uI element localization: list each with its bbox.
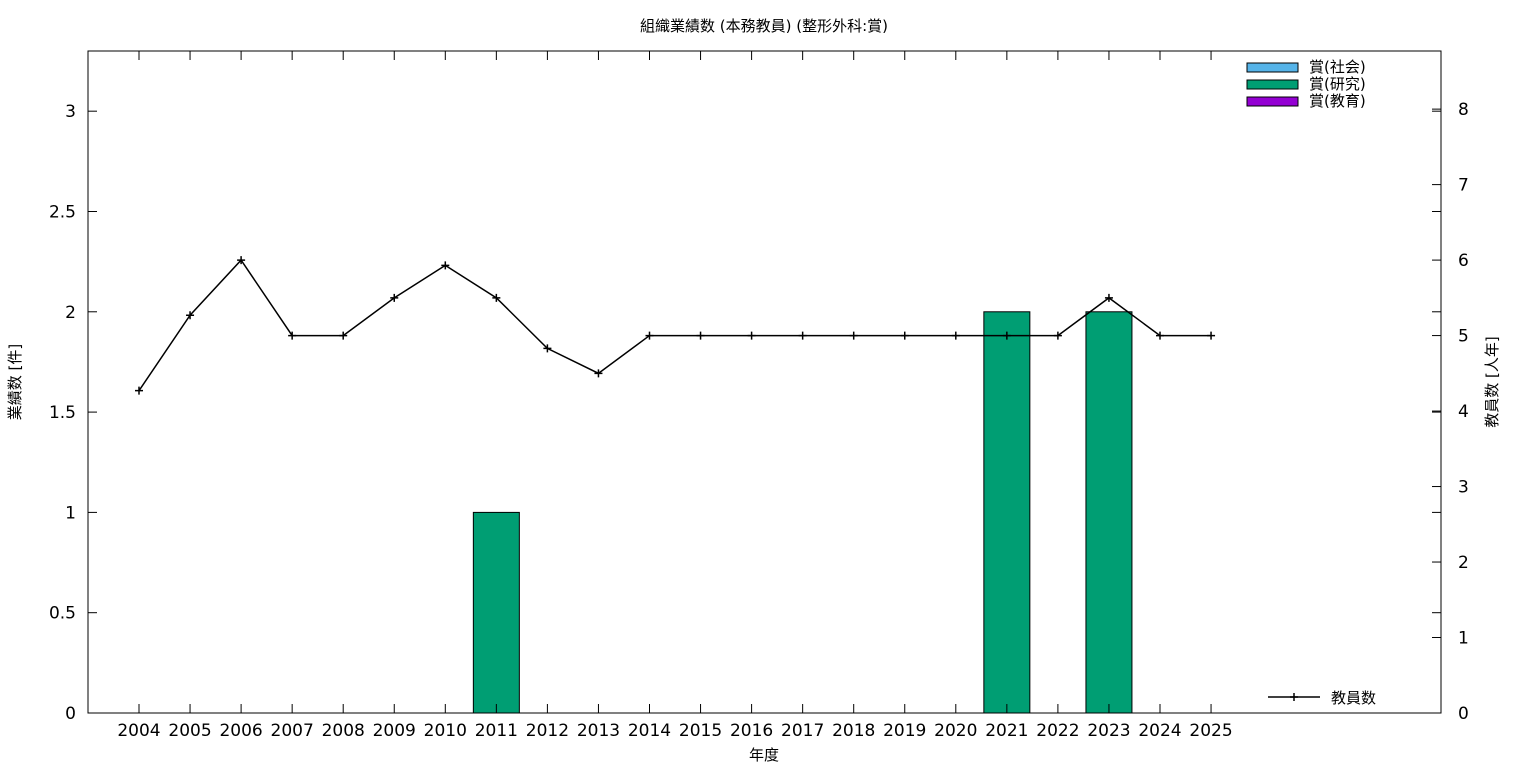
x-tick-label: 2011	[475, 721, 518, 741]
x-axis-ticks: 2004 2005 2006 2007 2008 2009 2010 2011 2012 2013…	[117, 51, 1233, 741]
y2-tick-label: 7	[1458, 176, 1469, 196]
x-tick-label: 2012	[526, 721, 569, 741]
x-tick-label: 2021	[985, 721, 1028, 741]
line-point	[594, 369, 603, 378]
line-point	[339, 331, 348, 340]
line-point	[900, 331, 909, 340]
y2-tick-label: 1	[1458, 629, 1469, 649]
x-tick-label: 2013	[577, 721, 620, 741]
line-point	[849, 331, 858, 340]
bar	[1085, 311, 1133, 714]
x-tick-label: 2007	[271, 721, 314, 741]
line-point	[186, 311, 195, 320]
legend-line-label: 教員数	[1331, 689, 1376, 707]
x-tick-label: 2009	[373, 721, 416, 741]
line-point	[1156, 331, 1164, 340]
y-tick-label: 3	[65, 102, 76, 122]
y2-tick-label: 4	[1458, 402, 1469, 422]
x-tick-label: 2004	[117, 721, 160, 741]
line-point	[1207, 331, 1216, 340]
x-tick-label: 2025	[1189, 721, 1232, 741]
legend: 賞(社会)賞(研究)賞(教育)	[1246, 58, 1366, 110]
x-tick-label: 2018	[832, 721, 875, 741]
legend-label: 賞(研究)	[1309, 75, 1366, 93]
x-tick-label: 2019	[883, 721, 926, 741]
bar	[983, 311, 1031, 714]
plot-frame	[87, 50, 1442, 714]
y2-axis-ticks: 0 1 2 3 4 5 6 7 8	[1432, 100, 1469, 724]
y2-tick-label: 6	[1458, 251, 1469, 271]
x-tick-label: 2015	[679, 721, 722, 741]
y-tick-label: 2.5	[49, 202, 76, 222]
legend-label: 賞(社会)	[1309, 58, 1366, 76]
x-tick-label: 2008	[322, 721, 365, 741]
line-series	[135, 256, 1216, 395]
line-point	[645, 331, 654, 340]
y-tick-label: 1.5	[49, 403, 76, 423]
x-tick-label: 2023	[1087, 721, 1130, 741]
line-path	[138, 258, 1212, 392]
line-point	[390, 293, 399, 302]
y2-tick-label: 8	[1458, 100, 1469, 120]
x-tick-label: 2010	[424, 721, 467, 741]
line-point	[1053, 331, 1062, 340]
legend-line-marker	[1290, 693, 1298, 701]
x-tick-label: 2024	[1138, 721, 1181, 741]
bars	[472, 311, 1133, 714]
y2-tick-label: 3	[1458, 478, 1469, 498]
line-point	[135, 386, 143, 395]
y-tick-label: 0	[65, 704, 76, 724]
line-point	[543, 344, 552, 353]
x-tick-label: 2006	[219, 721, 262, 741]
legend-swatch	[1246, 62, 1299, 73]
line-point	[798, 331, 807, 340]
x-axis-label: 年度	[749, 746, 779, 764]
y-tick-label: 0.5	[49, 604, 76, 624]
x-tick-label: 2005	[168, 721, 211, 741]
bar	[472, 511, 520, 714]
line-point	[492, 293, 501, 302]
line-point	[288, 331, 297, 340]
x-tick-label: 2017	[781, 721, 824, 741]
legend-swatch	[1246, 79, 1299, 90]
legend-swatch	[1246, 96, 1299, 107]
line-point	[237, 256, 246, 265]
y-axis-ticks: 0 0.5 1 1.5 2 2.5 3	[49, 102, 1441, 724]
line-point	[951, 331, 960, 340]
legend-label: 賞(教育)	[1309, 92, 1366, 110]
line-point	[696, 331, 705, 340]
y-axis-label: 業績数 [件]	[6, 344, 24, 420]
x-tick-label: 2020	[934, 721, 977, 741]
line-point	[1104, 293, 1113, 302]
y-tick-label: 2	[65, 303, 76, 323]
y2-axis-label: 教員数 [人年]	[1483, 336, 1501, 427]
legend-line: 教員数	[1268, 689, 1376, 707]
y2-tick-label: 5	[1458, 327, 1469, 347]
line-point	[747, 331, 756, 340]
y2-tick-label: 2	[1458, 553, 1469, 573]
x-tick-label: 2022	[1036, 721, 1079, 741]
y-tick-label: 1	[65, 503, 76, 523]
x-tick-label: 2014	[628, 721, 671, 741]
line-point	[441, 261, 450, 270]
x-tick-label: 2016	[730, 721, 773, 741]
y2-tick-label: 0	[1458, 704, 1469, 724]
chart-title: 組織業績数 (本務教員) (整形外科:賞)	[640, 17, 888, 35]
line-point	[1002, 331, 1011, 340]
